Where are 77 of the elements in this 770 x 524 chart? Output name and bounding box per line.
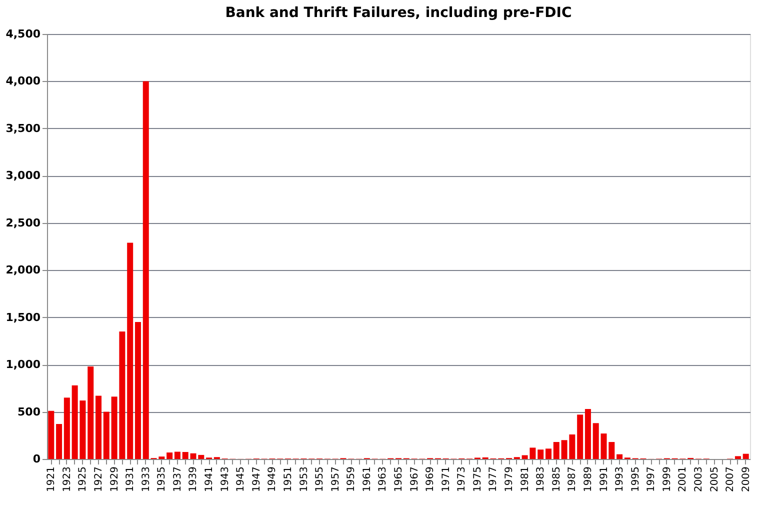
x-tick-label: 1993 — [614, 466, 626, 492]
y-tick-label: 2,500 — [6, 216, 41, 230]
bar — [127, 242, 134, 459]
x-tick-label: 1983 — [536, 466, 547, 492]
x-tick-label: 1995 — [630, 466, 642, 492]
x-tick-label: 1987 — [567, 466, 578, 492]
x-tick-label: 1979 — [504, 466, 516, 492]
x-tick-label: 1989 — [582, 466, 594, 492]
x-tick-label: 1925 — [78, 466, 89, 492]
x-tick-label: 1921 — [46, 466, 58, 492]
x-tick-label: 1927 — [94, 466, 105, 492]
x-tick-label: 2003 — [693, 466, 704, 492]
bar — [174, 452, 180, 459]
bar — [88, 366, 94, 459]
y-tick-label: 1,000 — [6, 358, 41, 372]
bar — [96, 396, 102, 459]
bar — [742, 454, 749, 459]
x-tick-label: 1967 — [409, 466, 420, 492]
x-tick-label: 1939 — [188, 466, 200, 492]
y-tick-label: 3,000 — [6, 169, 41, 182]
bar — [734, 456, 741, 459]
x-tick-label: 1971 — [440, 466, 452, 492]
bar — [142, 81, 149, 459]
x-tick-label: 1957 — [330, 466, 342, 492]
x-tick-label: 1991 — [598, 466, 610, 492]
y-tick-label: 0 — [32, 452, 41, 466]
x-tick-label: 1965 — [394, 466, 404, 492]
x-tick-label: 1943 — [220, 466, 231, 492]
bar — [553, 442, 560, 459]
bar — [166, 452, 173, 459]
x-tick-label: 1923 — [62, 466, 73, 492]
y-tick-label: 4,500 — [6, 28, 41, 40]
x-tick-label: 1973 — [456, 466, 468, 492]
bar — [103, 412, 110, 459]
bar — [64, 398, 70, 459]
x-tick-label: 2007 — [725, 466, 736, 492]
x-tick-label: 1937 — [172, 466, 184, 492]
chart-title: Bank and Thrift Failures, including pre-FDIC — [225, 5, 572, 21]
bar — [134, 322, 141, 459]
bar — [48, 410, 54, 459]
bar — [538, 450, 544, 459]
x-tick-label: 2009 — [740, 466, 752, 492]
bar — [584, 408, 591, 459]
x-tick-label: 1961 — [362, 466, 373, 492]
x-tick-label: 1935 — [156, 466, 168, 492]
x-tick-label: 1929 — [109, 466, 120, 492]
x-tick-label: 1981 — [520, 466, 531, 492]
bar — [616, 454, 623, 459]
x-tick-label: 2005 — [709, 466, 720, 492]
bar — [592, 423, 599, 459]
bar — [56, 424, 62, 459]
x-tick-label: 1959 — [346, 466, 358, 492]
y-tick-label: 1,500 — [6, 310, 41, 324]
x-tick-label: 1975 — [472, 466, 484, 492]
y-tick-label: 500 — [18, 405, 41, 418]
x-tick-label: 2001 — [678, 466, 689, 492]
y-tick-label: 3,500 — [6, 122, 41, 135]
x-tick-label: 1953 — [298, 466, 310, 492]
y-tick-label: 4,000 — [6, 74, 41, 88]
x-tick-label: 1933 — [140, 466, 152, 492]
bar — [577, 414, 584, 459]
bar — [545, 448, 552, 459]
x-tick-label: 1963 — [378, 466, 389, 492]
x-tick-label: 1977 — [488, 466, 500, 492]
x-tick-label: 1969 — [425, 466, 436, 492]
x-tick-label: 1941 — [204, 466, 216, 492]
x-tick-label: 1945 — [236, 466, 247, 492]
x-tick-label: 1955 — [314, 466, 326, 492]
x-tick-label: 1999 — [662, 466, 673, 492]
bar — [198, 454, 204, 459]
x-tick-label: 1997 — [646, 466, 658, 492]
x-tick-label: 1951 — [282, 466, 294, 492]
y-tick-label: 2,000 — [6, 264, 41, 277]
x-tick-label: 1947 — [251, 466, 262, 492]
x-tick-label: 1931 — [125, 466, 136, 492]
x-tick-label: 1985 — [551, 466, 562, 492]
x-tick-label: 1949 — [267, 466, 278, 492]
